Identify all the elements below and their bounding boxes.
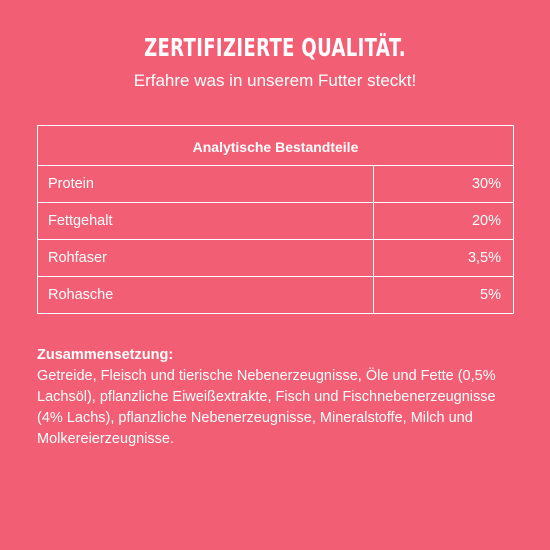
- table-header-row: Analytische Bestandteile: [37, 125, 514, 166]
- row-value-rohasche: 5%: [373, 276, 514, 314]
- composition-section: Zusammensetzung: Getreide, Fleisch und t…: [37, 345, 527, 450]
- table-row: Fettgehalt 20%: [37, 202, 514, 240]
- row-value-rohfaser: 3,5%: [373, 239, 514, 277]
- composition-line: Molkereierzeugnisse.: [37, 431, 175, 447]
- row-value-protein: 30%: [373, 165, 514, 203]
- table-row: Rohasche 5%: [37, 276, 514, 314]
- page-title: ZERTIFIZIERTE QUALITÄT.: [144, 33, 406, 62]
- analysis-table: Analytische Bestandteile Protein 30% Fet…: [37, 125, 514, 314]
- row-name-fettgehalt: Fettgehalt: [37, 202, 374, 240]
- row-name-rohfaser: Rohfaser: [37, 239, 374, 277]
- page-subtitle: Erfahre was in unserem Futter steckt!: [133, 71, 417, 90]
- row-name-protein: Protein: [37, 165, 374, 203]
- table-row: Rohfaser 3,5%: [37, 239, 514, 277]
- row-name-rohasche: Rohasche: [37, 276, 374, 314]
- composition-line: Getreide, Fleisch und tierische Nebenerz…: [37, 368, 496, 384]
- composition-title: Zusammensetzung:: [37, 347, 174, 363]
- row-value-fettgehalt: 20%: [373, 202, 514, 240]
- table-row: Protein 30%: [37, 165, 514, 203]
- composition-line: Lachsöl), pflanzliche Eiweißextrakte, Fi…: [37, 389, 496, 405]
- composition-line: (4% Lachs), pflanzliche Nebenerzeugnisse…: [37, 410, 473, 426]
- table-heading: Analytische Bestandteile: [37, 125, 514, 166]
